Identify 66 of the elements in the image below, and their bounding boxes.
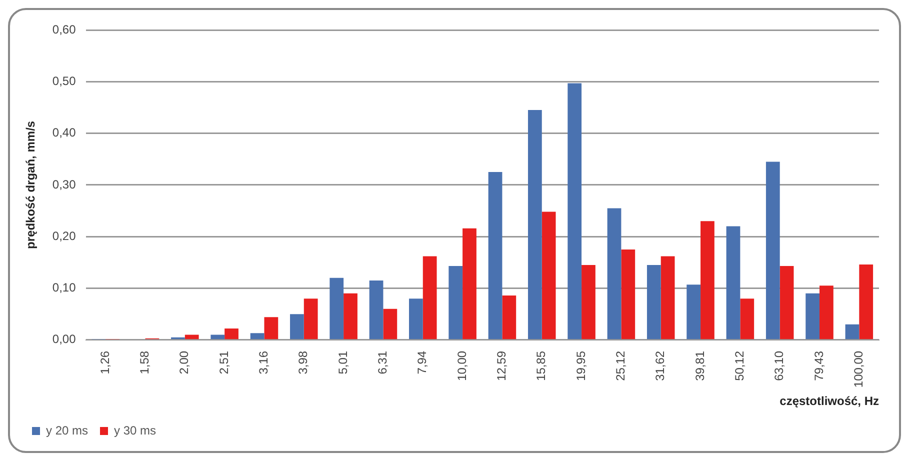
bar bbox=[700, 221, 714, 340]
bar bbox=[224, 328, 238, 340]
legend-label: y 20 ms bbox=[46, 423, 88, 438]
bar bbox=[686, 284, 701, 340]
bar bbox=[806, 293, 820, 340]
bar bbox=[462, 228, 476, 340]
bar bbox=[845, 324, 860, 340]
bar bbox=[448, 266, 463, 340]
x-tick-label: 79,43 bbox=[812, 350, 826, 381]
bar bbox=[488, 172, 502, 340]
bar bbox=[607, 208, 622, 340]
x-tick-label: 50,12 bbox=[732, 350, 746, 381]
bar bbox=[660, 256, 675, 340]
x-tick-label: 2,51 bbox=[216, 350, 231, 374]
bar bbox=[330, 278, 344, 340]
bar bbox=[621, 250, 636, 340]
x-tick-label: 39,81 bbox=[692, 350, 707, 381]
bar bbox=[210, 334, 225, 340]
bar bbox=[859, 264, 874, 340]
x-tick-label: 3,16 bbox=[256, 350, 271, 374]
x-tick-label: 10,00 bbox=[454, 350, 469, 381]
bar bbox=[542, 212, 556, 340]
x-axis-title: częstotliwość, Hz bbox=[780, 394, 879, 408]
x-tick-label: 19,95 bbox=[574, 350, 588, 381]
x-tick-label: 1,58 bbox=[138, 350, 152, 374]
bar bbox=[369, 280, 384, 340]
x-tick-label: 3,98 bbox=[296, 350, 310, 374]
y-tick-label: 0,20 bbox=[52, 228, 76, 243]
bar bbox=[820, 286, 834, 340]
x-tick-label: 100,00 bbox=[851, 350, 866, 388]
bar bbox=[528, 110, 542, 340]
bar bbox=[250, 333, 264, 340]
x-tick-label: 2,00 bbox=[177, 350, 192, 374]
x-tick-label: 31,62 bbox=[653, 350, 668, 381]
legend-label: y 30 ms bbox=[114, 423, 156, 438]
y-tick-label: 0,00 bbox=[52, 332, 76, 346]
bar bbox=[646, 265, 661, 340]
x-tick-label: 5,01 bbox=[336, 350, 350, 374]
bar bbox=[290, 314, 304, 340]
x-tick-label: 6,31 bbox=[376, 350, 390, 374]
bar bbox=[422, 256, 437, 340]
bar bbox=[383, 308, 398, 340]
bar bbox=[740, 298, 754, 340]
y-tick-label: 0,40 bbox=[52, 126, 76, 140]
y-tick-label: 0,30 bbox=[52, 177, 76, 192]
bar bbox=[304, 298, 318, 340]
y-tick-label: 0,10 bbox=[52, 280, 76, 295]
y-tick-label: 0,50 bbox=[52, 74, 76, 88]
bar bbox=[184, 334, 199, 340]
bar bbox=[264, 317, 278, 340]
bar bbox=[344, 293, 358, 340]
bar bbox=[568, 83, 582, 340]
bar bbox=[766, 162, 780, 340]
x-tick-label: 12,59 bbox=[494, 350, 509, 381]
x-tick-label: 25,12 bbox=[614, 350, 628, 381]
x-tick-label: 63,10 bbox=[772, 350, 786, 381]
x-tick-label: 7,94 bbox=[415, 350, 430, 374]
x-tick-label: 1,26 bbox=[98, 350, 112, 374]
bar bbox=[502, 295, 516, 340]
bar bbox=[780, 266, 794, 340]
bar bbox=[582, 265, 596, 340]
y-axis-title: prędkość drgań, mm/s bbox=[24, 120, 38, 249]
y-tick-label: 0,60 bbox=[52, 22, 76, 36]
x-tick-label: 15,85 bbox=[534, 350, 548, 381]
bar bbox=[726, 226, 740, 340]
bar bbox=[409, 298, 423, 340]
